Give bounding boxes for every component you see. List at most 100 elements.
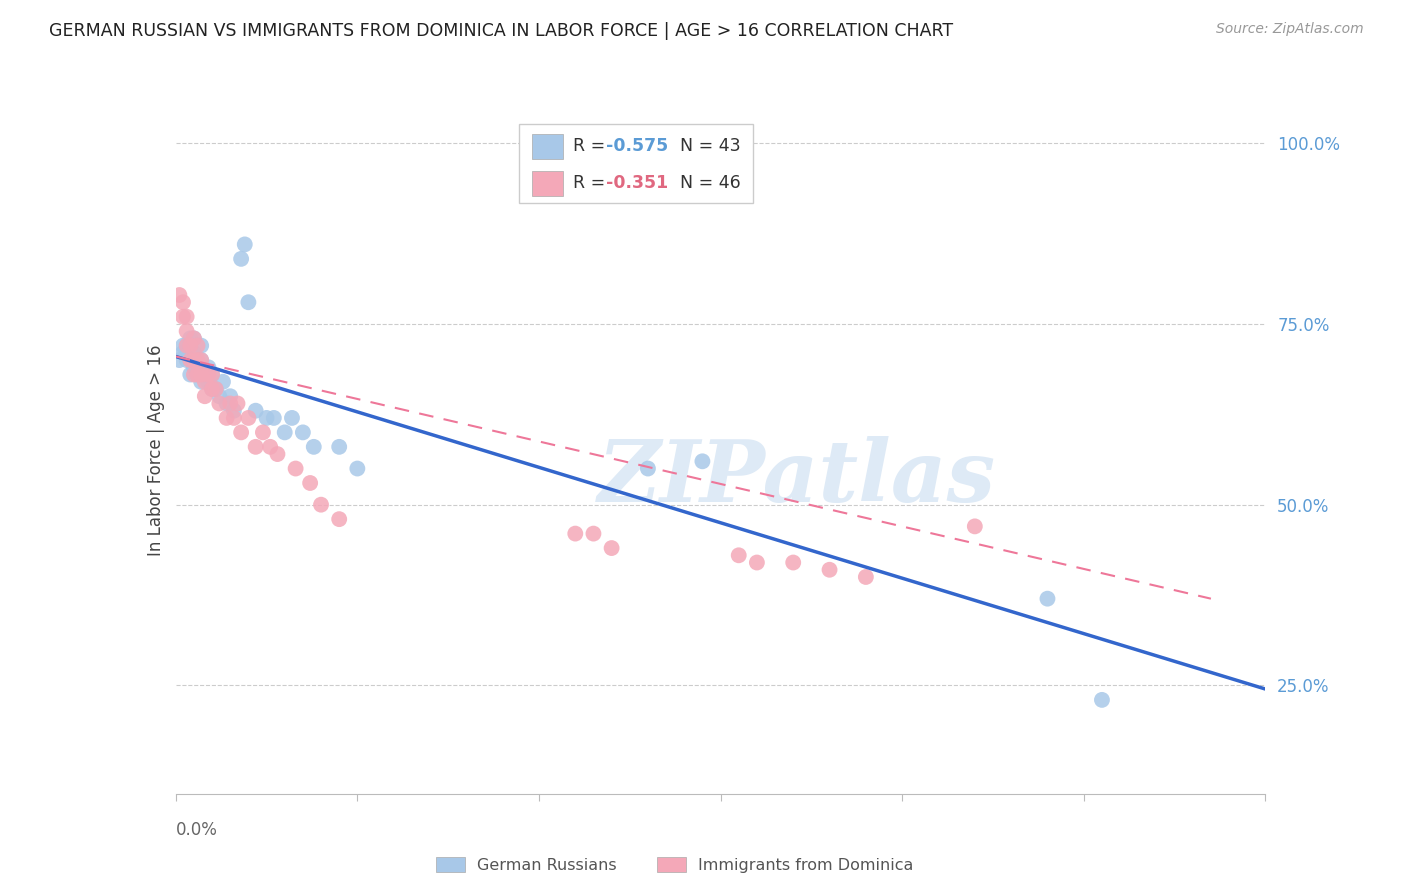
Point: [201, 368, 224, 382]
Point: [190, 353, 212, 368]
Point: [219, 396, 242, 410]
Point: [197, 360, 219, 375]
Point: [176, 310, 198, 324]
Point: [201, 382, 224, 396]
Point: [176, 338, 198, 352]
Point: [222, 411, 245, 425]
Point: [1091, 693, 1114, 707]
Point: [190, 375, 212, 389]
Point: [186, 338, 209, 352]
Point: [179, 331, 201, 345]
Point: [284, 461, 307, 475]
Point: [190, 368, 212, 382]
Point: [219, 389, 242, 403]
Point: [201, 368, 224, 382]
Point: [204, 382, 226, 396]
Point: [263, 411, 285, 425]
Point: [231, 252, 253, 266]
Legend: German Russians, Immigrants from Dominica: German Russians, Immigrants from Dominic…: [429, 851, 921, 880]
Point: [727, 549, 749, 563]
Point: [183, 368, 205, 382]
Point: [328, 512, 350, 526]
FancyBboxPatch shape: [531, 170, 562, 196]
Point: [186, 353, 209, 368]
Point: [309, 498, 332, 512]
Text: -0.351: -0.351: [606, 175, 668, 193]
Point: [183, 346, 205, 360]
Point: [194, 375, 217, 389]
Point: [176, 353, 198, 368]
Point: [197, 368, 219, 382]
Point: [582, 526, 605, 541]
Point: [204, 382, 226, 396]
Point: [226, 396, 249, 410]
Point: [238, 295, 260, 310]
Text: -0.575: -0.575: [606, 137, 668, 155]
Point: [194, 368, 217, 382]
Point: [183, 353, 205, 368]
Point: [1036, 591, 1059, 606]
FancyBboxPatch shape: [531, 134, 562, 159]
Point: [194, 389, 217, 403]
Text: R =: R =: [574, 175, 612, 193]
Point: [190, 353, 212, 368]
Point: [215, 396, 238, 410]
Point: [233, 237, 256, 252]
Text: Source: ZipAtlas.com: Source: ZipAtlas.com: [1216, 22, 1364, 37]
Point: [169, 288, 191, 302]
Point: [231, 425, 253, 440]
Point: [215, 411, 238, 425]
Point: [855, 570, 877, 584]
Point: [208, 396, 231, 410]
Point: [172, 310, 194, 324]
Point: [183, 331, 205, 345]
Point: [222, 403, 245, 417]
Point: [212, 375, 235, 389]
Point: [169, 353, 191, 368]
Point: [600, 541, 623, 555]
Point: [245, 440, 267, 454]
Point: [818, 563, 841, 577]
Text: N = 43: N = 43: [669, 137, 741, 155]
Point: [172, 338, 194, 352]
Point: [179, 353, 201, 368]
Point: [186, 368, 209, 382]
Point: [172, 346, 194, 360]
Point: [183, 331, 205, 345]
Point: [197, 375, 219, 389]
Point: [256, 411, 278, 425]
Point: [299, 475, 322, 490]
Point: [245, 403, 267, 417]
Point: [208, 389, 231, 403]
Point: [179, 353, 201, 368]
Point: [259, 440, 281, 454]
Point: [238, 411, 260, 425]
Text: GERMAN RUSSIAN VS IMMIGRANTS FROM DOMINICA IN LABOR FORCE | AGE > 16 CORRELATION: GERMAN RUSSIAN VS IMMIGRANTS FROM DOMINI…: [49, 22, 953, 40]
Point: [201, 382, 224, 396]
FancyBboxPatch shape: [519, 124, 754, 203]
Point: [564, 526, 586, 541]
Point: [281, 411, 304, 425]
Point: [190, 338, 212, 352]
Point: [266, 447, 288, 461]
Point: [782, 556, 804, 570]
Text: R =: R =: [574, 137, 612, 155]
Point: [186, 368, 209, 382]
Point: [179, 338, 201, 352]
Point: [745, 556, 768, 570]
Point: [172, 295, 194, 310]
Point: [252, 425, 274, 440]
Point: [183, 360, 205, 375]
Point: [963, 519, 986, 533]
Text: 0.0%: 0.0%: [176, 822, 218, 839]
Point: [176, 324, 198, 338]
Point: [176, 338, 198, 352]
Text: ZIPatlas: ZIPatlas: [598, 436, 995, 520]
Point: [302, 440, 325, 454]
Point: [186, 353, 209, 368]
Text: N = 46: N = 46: [669, 175, 741, 193]
Point: [637, 461, 659, 475]
Point: [274, 425, 297, 440]
Y-axis label: In Labor Force | Age > 16: In Labor Force | Age > 16: [146, 344, 165, 557]
Point: [291, 425, 314, 440]
